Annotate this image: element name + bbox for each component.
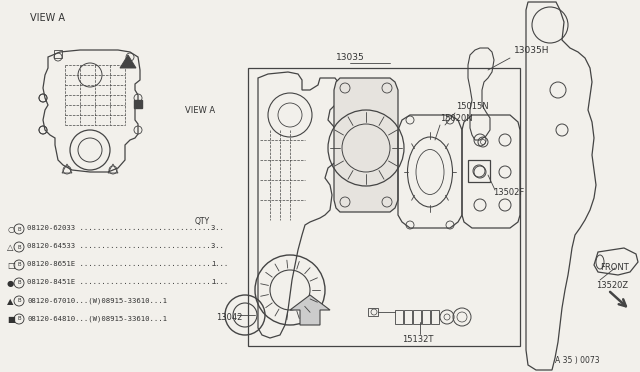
Text: 08120-67010...(W)08915-33610...1: 08120-67010...(W)08915-33610...1 bbox=[27, 297, 167, 304]
Text: □: □ bbox=[7, 261, 15, 270]
Text: 08120-64533 .................................: 08120-64533 ............................… bbox=[27, 243, 224, 249]
Bar bbox=[413, 310, 421, 324]
Bar bbox=[248, 68, 520, 346]
Bar bbox=[395, 310, 403, 324]
Text: ○: ○ bbox=[7, 225, 14, 234]
Text: 3: 3 bbox=[211, 225, 215, 231]
Text: 13520Z: 13520Z bbox=[596, 280, 628, 289]
Text: QTY: QTY bbox=[195, 217, 210, 225]
Text: 1: 1 bbox=[211, 261, 215, 267]
Text: 13502F: 13502F bbox=[493, 187, 524, 196]
Text: 13042: 13042 bbox=[216, 314, 243, 323]
Text: FRONT: FRONT bbox=[600, 263, 628, 273]
Text: ■: ■ bbox=[7, 315, 15, 324]
Text: 13035: 13035 bbox=[335, 52, 364, 61]
Polygon shape bbox=[334, 78, 398, 212]
Text: 3: 3 bbox=[211, 243, 215, 249]
Text: 08120-8451E ..................................: 08120-8451E ............................… bbox=[27, 279, 228, 285]
Bar bbox=[404, 310, 412, 324]
Text: B: B bbox=[17, 280, 21, 285]
Text: B: B bbox=[17, 317, 21, 321]
Text: △: △ bbox=[7, 243, 13, 252]
Bar bbox=[134, 100, 142, 108]
Text: 15132T: 15132T bbox=[403, 336, 434, 344]
Text: 15015N: 15015N bbox=[456, 102, 488, 110]
Text: A 35 ) 0073: A 35 ) 0073 bbox=[555, 356, 600, 365]
Text: ●: ● bbox=[7, 279, 14, 288]
Text: B: B bbox=[17, 227, 21, 231]
Text: 08120-64810...(W)08915-33610...1: 08120-64810...(W)08915-33610...1 bbox=[27, 315, 167, 321]
Text: B: B bbox=[17, 298, 21, 304]
Text: 1: 1 bbox=[211, 279, 215, 285]
Text: VIEW A: VIEW A bbox=[30, 13, 65, 23]
Text: 15020N: 15020N bbox=[440, 113, 472, 122]
Text: VIEW A: VIEW A bbox=[184, 106, 215, 115]
Text: ▲: ▲ bbox=[7, 297, 13, 306]
Polygon shape bbox=[290, 295, 330, 325]
Polygon shape bbox=[120, 55, 136, 68]
Text: B: B bbox=[17, 263, 21, 267]
Bar bbox=[54, 50, 62, 58]
Bar bbox=[431, 310, 439, 324]
Text: B: B bbox=[17, 244, 21, 250]
Text: 08120-62033 .................................: 08120-62033 ............................… bbox=[27, 225, 224, 231]
Bar bbox=[422, 310, 430, 324]
Bar bbox=[468, 160, 490, 182]
Text: 13035H: 13035H bbox=[514, 45, 550, 55]
Text: 08120-8651E ..................................: 08120-8651E ............................… bbox=[27, 261, 228, 267]
